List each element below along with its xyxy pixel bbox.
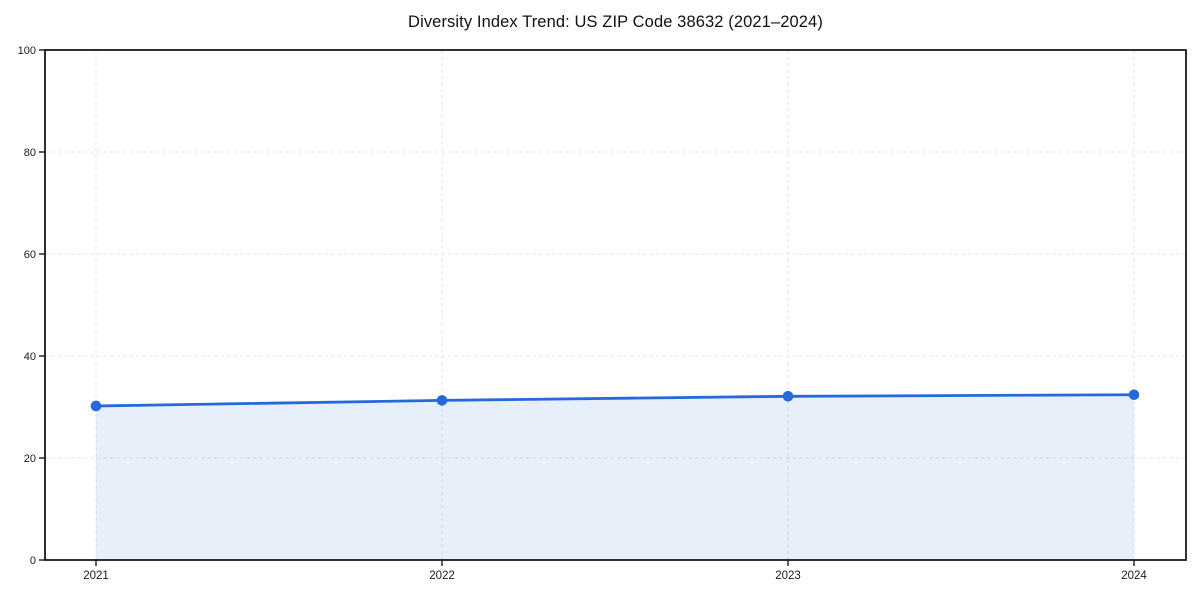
y-tick-label: 20 <box>24 453 36 465</box>
data-point-marker <box>436 395 448 406</box>
x-tick-label: 2022 <box>429 570 455 582</box>
plot-border <box>44 49 1187 561</box>
data-point-marker <box>782 390 794 402</box>
y-tick-label: 0 <box>30 555 36 567</box>
y-tick-label: 80 <box>24 147 36 159</box>
area-fill <box>96 394 1134 560</box>
data-point-marker <box>90 400 102 412</box>
y-tick-label: 40 <box>24 351 36 363</box>
chart-title: Diversity Index Trend: US ZIP Code 38632… <box>408 13 823 31</box>
trend-line <box>94 393 1136 408</box>
x-tick-label: 2024 <box>1121 570 1147 582</box>
x-tick-label: 2023 <box>775 570 801 582</box>
data-point-marker <box>1128 389 1140 401</box>
x-tick-label: 2021 <box>83 570 109 582</box>
y-tick-label: 100 <box>18 45 36 57</box>
y-tick-label: 60 <box>24 249 36 261</box>
